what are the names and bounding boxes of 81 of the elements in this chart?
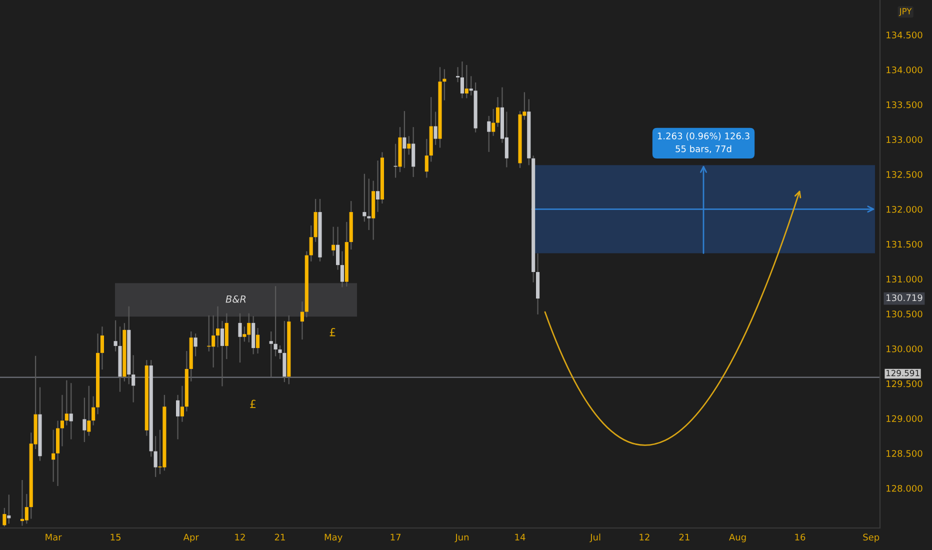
candlestick bbox=[114, 320, 118, 352]
candlestick bbox=[87, 386, 91, 436]
x-tick-label: 21 bbox=[274, 534, 285, 540]
candlestick bbox=[82, 398, 86, 442]
candlestick bbox=[154, 436, 158, 477]
candlestick bbox=[69, 383, 73, 440]
candlestick bbox=[278, 345, 282, 360]
x-tick-label: Apr bbox=[183, 534, 199, 542]
candlestick bbox=[309, 225, 313, 262]
ref-line-label: 129.591 bbox=[886, 370, 920, 376]
text: 130.719 bbox=[886, 294, 922, 302]
band-label: B&R bbox=[226, 295, 246, 303]
x-tick-label: Jul bbox=[590, 534, 600, 542]
candlestick bbox=[362, 174, 366, 222]
y-axis-title: JPY bbox=[898, 8, 912, 16]
candlestick bbox=[492, 108, 496, 136]
y-tick-label: 128.000 bbox=[886, 484, 922, 492]
candlestick bbox=[194, 334, 198, 356]
candlestick bbox=[220, 320, 224, 386]
candlestick bbox=[92, 396, 96, 426]
y-tick-label: 134.500 bbox=[886, 32, 922, 38]
candlestick bbox=[269, 331, 273, 378]
candlestick bbox=[176, 394, 180, 440]
candlestick bbox=[274, 286, 278, 356]
candlestick bbox=[376, 160, 380, 212]
x-tick-label: 15 bbox=[110, 534, 121, 541]
x-tick-label: Sep bbox=[863, 534, 880, 542]
y-tick-label: 130.000 bbox=[886, 345, 922, 352]
annotation: £ bbox=[250, 400, 256, 408]
x-tick-label: Jun bbox=[454, 534, 469, 542]
candlestick bbox=[256, 328, 260, 354]
candlestick bbox=[100, 326, 104, 370]
candlestick bbox=[402, 111, 406, 168]
y-tick-label: 131.500 bbox=[886, 240, 922, 248]
x-tick-label: Mar bbox=[46, 534, 62, 541]
candlestick bbox=[300, 301, 304, 340]
y-tick-label: 129.500 bbox=[886, 380, 922, 388]
candlestick bbox=[336, 226, 340, 270]
candlestick bbox=[456, 67, 460, 82]
x-tick-label: 16 bbox=[795, 534, 806, 541]
candlestick bbox=[407, 136, 411, 155]
candlestick bbox=[52, 430, 56, 482]
x-tick-label: 17 bbox=[390, 534, 401, 540]
y-tick-label: 129.000 bbox=[886, 415, 922, 422]
candlestick bbox=[238, 313, 242, 363]
candlestick bbox=[469, 76, 473, 96]
candlestick bbox=[132, 355, 136, 402]
x-tick-label: 12 bbox=[640, 534, 650, 540]
x-tick-label: 21 bbox=[679, 534, 690, 540]
candlestick bbox=[424, 138, 428, 178]
candlestick bbox=[242, 326, 246, 342]
candlestick bbox=[434, 112, 438, 145]
y-tick-label: 128.500 bbox=[886, 450, 922, 457]
band-label: 1.263 (0.96%) 126.3 55 bars, 77d bbox=[658, 132, 750, 154]
y-tick-label: 132.000 bbox=[886, 206, 922, 213]
candlestick bbox=[460, 62, 464, 98]
annotation: £ bbox=[330, 328, 336, 336]
candlestick bbox=[282, 320, 286, 382]
candlestick bbox=[216, 306, 220, 348]
candlestick bbox=[504, 112, 508, 168]
candlestick bbox=[487, 116, 491, 152]
y-tick-label: 133.000 bbox=[886, 136, 922, 144]
y-tick-label: 133.500 bbox=[886, 101, 922, 108]
candlestick bbox=[464, 65, 468, 98]
x-tick-label: Aug bbox=[729, 534, 746, 542]
x-tick-label: 14 bbox=[515, 534, 526, 540]
y-tick-label: 131.000 bbox=[886, 276, 922, 283]
y-tick-label: 134.000 bbox=[886, 66, 922, 74]
candlestick bbox=[367, 178, 371, 230]
candlestick bbox=[224, 313, 228, 360]
candlestick bbox=[180, 386, 184, 422]
x-tick-label: 12 bbox=[235, 534, 245, 540]
x-tick-label: May bbox=[324, 534, 342, 542]
candlestick bbox=[64, 380, 68, 426]
candlestick bbox=[412, 127, 416, 178]
candlestick bbox=[496, 97, 500, 127]
y-tick-label: 130.500 bbox=[886, 310, 922, 318]
candlestick bbox=[60, 394, 64, 446]
candlestick bbox=[332, 226, 336, 256]
candlestick bbox=[340, 251, 344, 288]
y-tick-label: 132.500 bbox=[886, 171, 922, 178]
